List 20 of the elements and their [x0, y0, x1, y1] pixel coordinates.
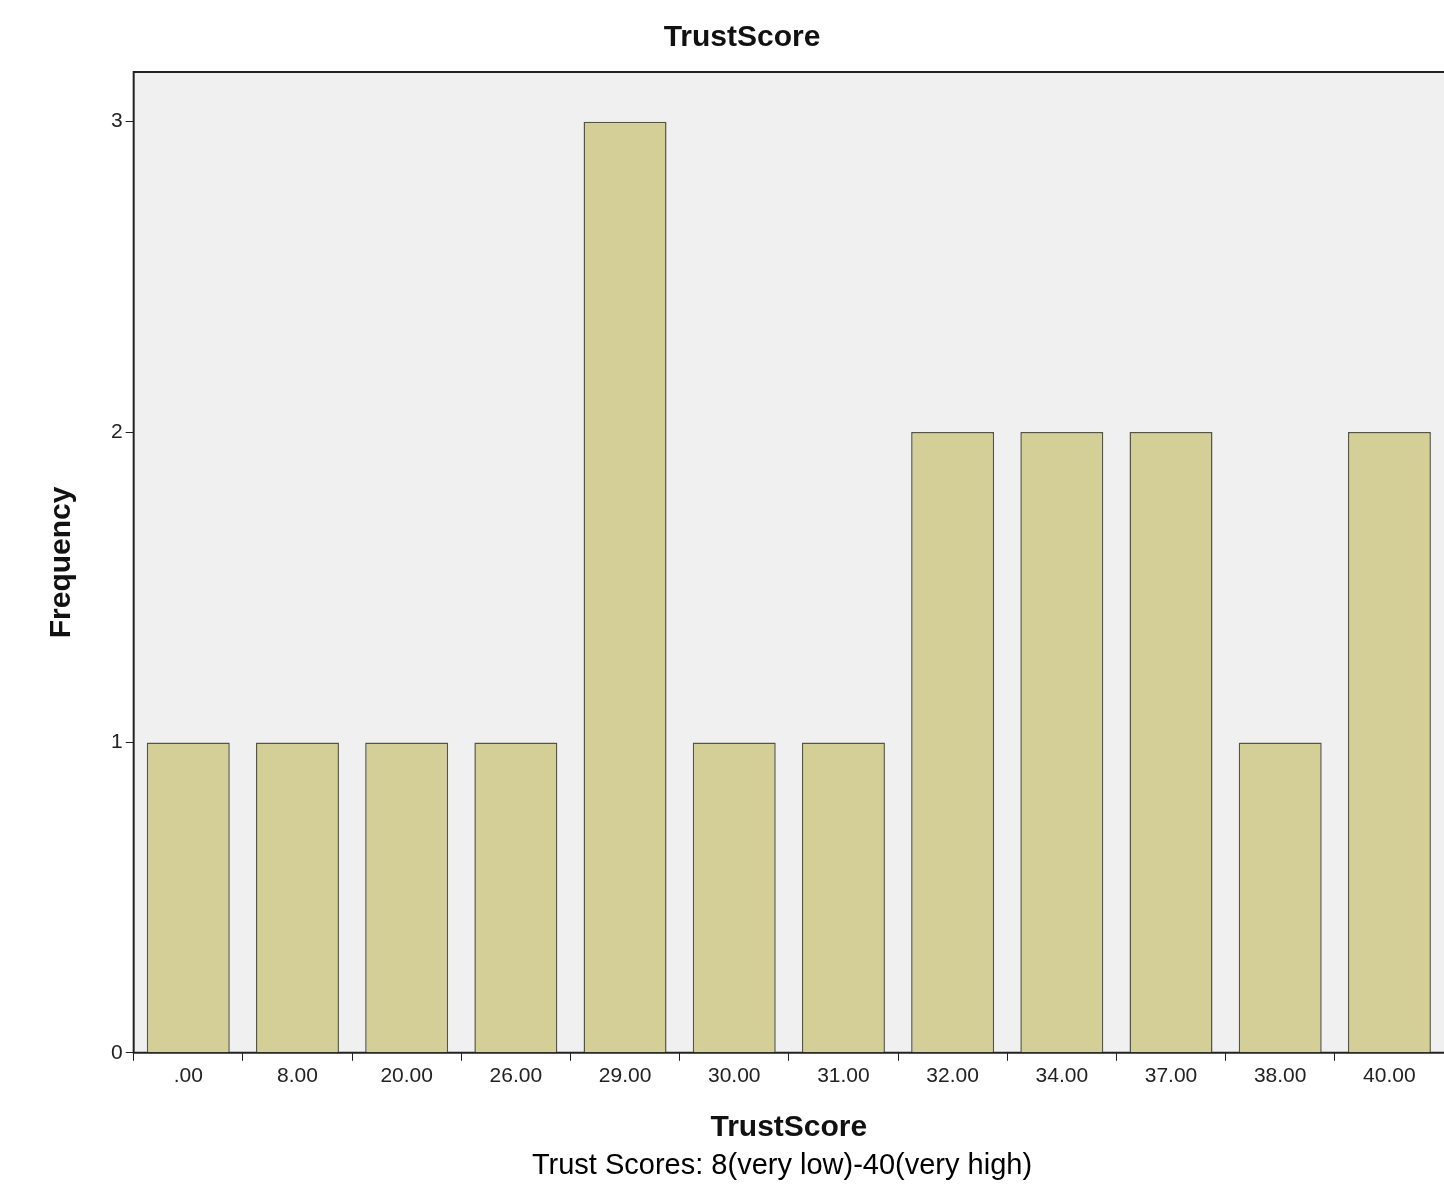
y-axis-title: Frequency: [43, 486, 77, 639]
x-tick-label: 34.00: [1035, 1063, 1089, 1087]
x-tick-label: 32.00: [926, 1063, 979, 1087]
x-tick-label: 40.00: [1363, 1063, 1416, 1087]
x-tick-label: 8.00: [277, 1063, 318, 1087]
x-tick-label: 31.00: [817, 1063, 870, 1087]
x-tick-label: 29.00: [598, 1063, 652, 1087]
y-tick-label: 0: [110, 1039, 123, 1063]
x-tick-label: 37.00: [1144, 1063, 1198, 1087]
x-tick-label: 38.00: [1253, 1063, 1307, 1087]
x-tick-label: .00: [173, 1063, 203, 1087]
x-tick-label: 30.00: [707, 1063, 761, 1087]
y-tick-label: 3: [110, 108, 123, 132]
x-tick-label: 26.00: [489, 1063, 543, 1087]
x-tick-label: 20.00: [380, 1063, 433, 1087]
y-tick-label: 1: [110, 729, 123, 753]
chart-title: TrustScore: [663, 19, 821, 53]
y-tick-label: 2: [110, 418, 123, 442]
text: Trust Scores: 8(very low)-40(very high): [530, 1148, 1034, 1181]
x-axis-title: TrustScore: [710, 1109, 868, 1143]
